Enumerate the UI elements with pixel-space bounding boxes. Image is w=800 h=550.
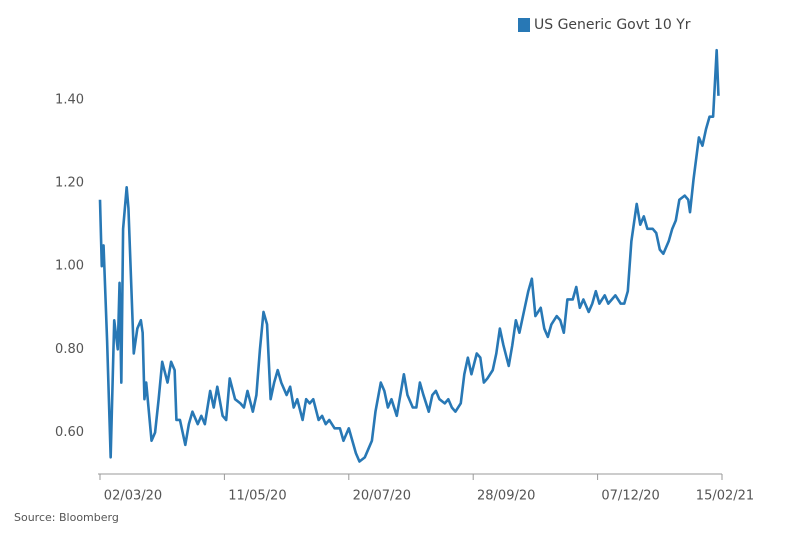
y-tick-label: 1.40 bbox=[55, 93, 84, 108]
x-tick-label: 15/02/21 bbox=[696, 489, 754, 504]
x-tick-label: 07/12/20 bbox=[601, 489, 659, 504]
y-tick-label: 1.20 bbox=[55, 176, 84, 191]
y-tick-label: 0.60 bbox=[55, 425, 84, 440]
legend-text: US Generic Govt 10 Yr bbox=[534, 17, 691, 33]
source: Source: Bloomberg bbox=[14, 511, 119, 524]
line bbox=[98, 48, 720, 463]
x-tick-label: 20/07/20 bbox=[353, 489, 411, 504]
x-tick-label: 11/05/20 bbox=[228, 489, 286, 504]
y-tick-label: 1.00 bbox=[55, 259, 84, 274]
x-tick-label: 28/09/20 bbox=[477, 489, 535, 504]
x-tick-label: 02/03/20 bbox=[104, 489, 162, 504]
legend-swatch bbox=[518, 18, 530, 32]
y-tick-label: 0.80 bbox=[55, 342, 84, 357]
